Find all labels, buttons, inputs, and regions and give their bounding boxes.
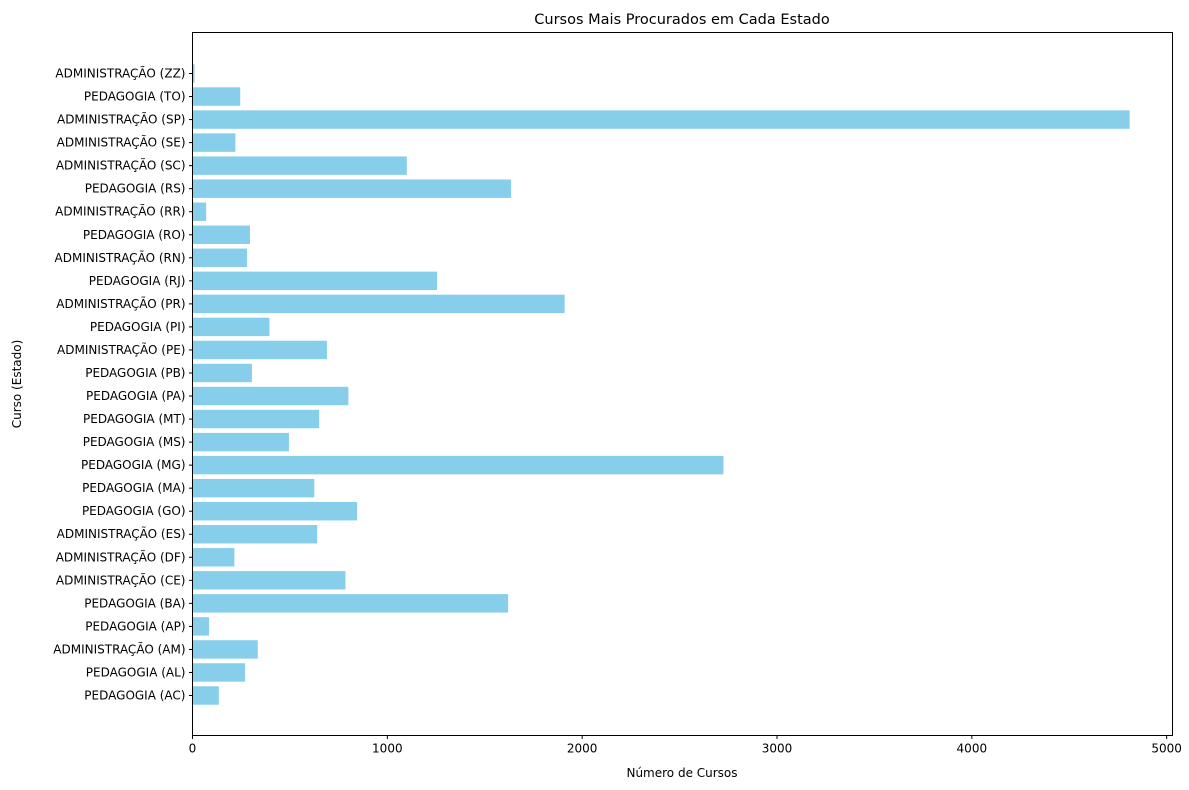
x-tick-label: 5000 bbox=[1151, 742, 1182, 756]
x-tick-label: 3000 bbox=[762, 742, 793, 756]
y-tick-label: PEDAGOGIA (TO) bbox=[84, 90, 186, 104]
y-tick-label: ADMINISTRAÇÃO (SE) bbox=[57, 135, 186, 150]
y-tick-label: PEDAGOGIA (MT) bbox=[83, 412, 186, 426]
bar bbox=[192, 548, 235, 567]
bar bbox=[192, 87, 241, 106]
x-axis-label: Número de Cursos bbox=[626, 766, 737, 780]
y-tick-label: ADMINISTRAÇÃO (ES) bbox=[57, 526, 186, 541]
y-tick-label: ADMINISTRAÇÃO (ZZ) bbox=[55, 66, 185, 81]
bar bbox=[192, 271, 438, 291]
y-tick-label: ADMINISTRAÇÃO (PR) bbox=[56, 296, 185, 311]
y-tick-label: ADMINISTRAÇÃO (RN) bbox=[55, 250, 186, 265]
x-tick-label: 2000 bbox=[567, 742, 598, 756]
bar bbox=[192, 640, 258, 659]
bar bbox=[192, 478, 315, 498]
bar bbox=[192, 571, 346, 590]
bar bbox=[192, 202, 207, 221]
bar bbox=[192, 64, 195, 83]
y-tick-label: PEDAGOGIA (RJ) bbox=[89, 274, 186, 288]
y-tick-label: PEDAGOGIA (MS) bbox=[83, 435, 186, 449]
bar bbox=[192, 663, 246, 682]
bar bbox=[192, 110, 1130, 129]
bars-group bbox=[192, 64, 1130, 705]
bar bbox=[192, 156, 407, 175]
bar bbox=[192, 594, 509, 613]
y-tick-label: ADMINISTRAÇÃO (DF) bbox=[56, 549, 186, 564]
y-tick-label: ADMINISTRAÇÃO (CE) bbox=[56, 572, 186, 587]
x-tick-label: 4000 bbox=[957, 742, 988, 756]
bar bbox=[192, 386, 349, 406]
y-tick-label: PEDAGOGIA (PA) bbox=[86, 389, 186, 403]
bar bbox=[192, 432, 289, 452]
y-axis-label: Curso (Estado) bbox=[10, 340, 24, 429]
y-tick-label: ADMINISTRAÇÃO (AM) bbox=[53, 641, 185, 656]
y-tick-label: PEDAGOGIA (RS) bbox=[85, 182, 186, 196]
bar bbox=[192, 317, 270, 337]
bar bbox=[192, 525, 318, 544]
bar bbox=[192, 179, 512, 198]
chart-title: Cursos Mais Procurados em Cada Estado bbox=[534, 12, 830, 28]
y-tick-label: PEDAGOGIA (PI) bbox=[90, 320, 186, 334]
y-tick-label: ADMINISTRAÇÃO (RR) bbox=[55, 204, 185, 219]
y-tick-label: PEDAGOGIA (PB) bbox=[85, 366, 185, 380]
y-tick-label: PEDAGOGIA (RO) bbox=[83, 228, 186, 242]
x-tick-label: 1000 bbox=[372, 742, 403, 756]
y-tick-label: PEDAGOGIA (GO) bbox=[82, 504, 186, 518]
bar bbox=[192, 409, 320, 429]
y-tick-label: ADMINISTRAÇÃO (SC) bbox=[56, 158, 186, 173]
bar bbox=[192, 455, 724, 475]
y-tick-label: PEDAGOGIA (AC) bbox=[84, 689, 185, 703]
plot-frame bbox=[192, 32, 1173, 736]
x-axis: 0 1000 2000 3000 4000 5000 bbox=[189, 735, 1182, 756]
bar bbox=[192, 617, 210, 636]
y-axis: PEDAGOGIA (AC) PEDAGOGIA (AL) ADMINISTRAÇÃ… bbox=[53, 66, 193, 703]
bar bbox=[192, 340, 327, 360]
x-tick-label: 0 bbox=[189, 742, 197, 756]
bar bbox=[192, 363, 252, 383]
bar bbox=[192, 248, 248, 268]
y-tick-label: PEDAGOGIA (BA) bbox=[84, 596, 185, 610]
bar bbox=[192, 133, 236, 152]
y-tick-label: PEDAGOGIA (MG) bbox=[81, 458, 185, 472]
bar bbox=[192, 501, 358, 521]
bar bbox=[192, 294, 565, 314]
y-tick-label: ADMINISTRAÇÃO (SP) bbox=[57, 112, 186, 127]
y-tick-label: PEDAGOGIA (MA) bbox=[82, 481, 185, 495]
bar bbox=[192, 225, 250, 244]
y-tick-label: PEDAGOGIA (AP) bbox=[85, 619, 185, 633]
bar bbox=[192, 686, 219, 705]
y-tick-label: PEDAGOGIA (AL) bbox=[86, 665, 186, 679]
y-tick-label: ADMINISTRAÇÃO (PE) bbox=[57, 342, 185, 357]
